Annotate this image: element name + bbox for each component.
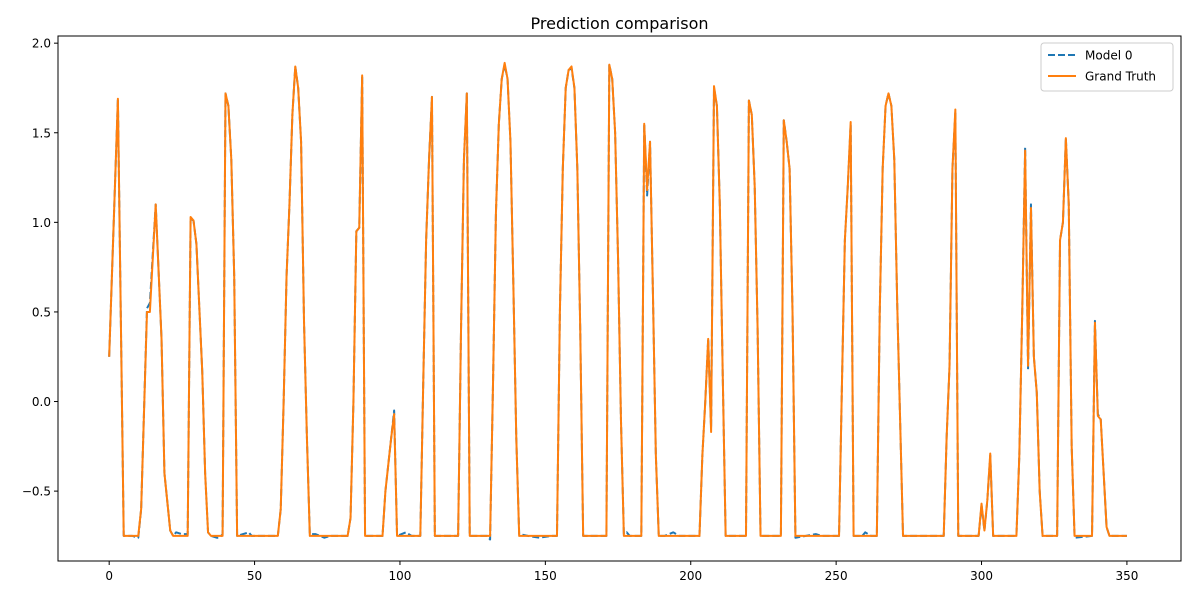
series-lines [108,61,1127,541]
y-tick-label: −0.5 [22,485,51,499]
y-tick-label: 0.5 [32,305,51,319]
x-tick-label: 350 [1115,569,1138,583]
y-tick-label: 1.0 [32,216,51,230]
legend: Model 0 Grand Truth [1040,42,1174,92]
x-tick-label: 150 [534,569,557,583]
y-axis: −0.5 0.0 0.5 1.0 1.5 2.0 [22,37,58,499]
axes-frame [57,35,1182,562]
plot-area [57,35,1182,562]
x-tick-label: 50 [247,569,262,583]
x-tick-label: 200 [679,569,702,583]
x-axis: 0 50 100 150 200 250 300 350 [105,561,1138,583]
x-tick-label: 250 [825,569,848,583]
y-tick-label: 1.5 [32,126,51,140]
legend-label: Model 0 [1085,49,1132,63]
x-tick-label: 100 [389,569,412,583]
chart-title: Prediction comparison [531,14,709,33]
legend-label: Grand Truth [1085,70,1156,84]
x-tick-label: 0 [105,569,113,583]
x-tick-label: 300 [970,569,993,583]
series-line-grand-truth [108,61,1127,537]
y-tick-label: 0.0 [32,395,51,409]
y-tick-label: 2.0 [32,37,51,51]
